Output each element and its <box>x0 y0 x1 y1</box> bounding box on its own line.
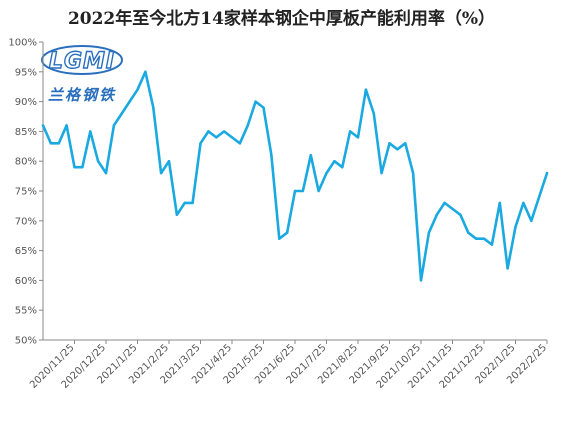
logo-sub-text: 兰格钢铁 <box>48 86 116 104</box>
data-point <box>514 225 517 228</box>
data-point <box>120 112 123 115</box>
data-point <box>104 171 108 175</box>
data-point <box>215 136 218 139</box>
data-point <box>467 231 470 234</box>
data-point <box>333 160 336 163</box>
data-point <box>183 201 186 205</box>
data-point <box>81 165 84 169</box>
logo-ring <box>41 45 123 75</box>
data-point <box>356 136 360 139</box>
data-point <box>293 189 297 193</box>
data-point <box>537 195 541 199</box>
y-tick-label: 65% <box>15 246 37 257</box>
x-axis-ticks: 2020/11/252020/12/252021/1/252021/2/2520… <box>28 340 549 391</box>
series-line <box>41 70 549 282</box>
data-point <box>65 124 68 127</box>
data-point <box>309 154 312 157</box>
data-point <box>254 100 257 103</box>
data-point <box>325 171 328 175</box>
data-point <box>498 201 501 205</box>
data-point <box>364 88 368 91</box>
data-point <box>159 171 163 175</box>
data-point <box>396 148 399 151</box>
data-point <box>222 130 226 133</box>
lgmi-logo: LGMI 兰格钢铁 <box>41 45 123 104</box>
data-point <box>451 207 454 211</box>
data-point <box>341 165 344 169</box>
data-point <box>388 142 391 145</box>
y-tick-label: 85% <box>15 127 37 138</box>
data-point <box>238 142 242 145</box>
data-point <box>230 136 234 139</box>
data-point <box>404 142 407 145</box>
data-point <box>270 154 273 157</box>
data-point <box>167 160 171 163</box>
y-tick-label: 90% <box>15 97 37 108</box>
data-point <box>112 124 116 127</box>
y-tick-label: 95% <box>15 67 37 78</box>
data-point <box>57 142 60 145</box>
data-point <box>73 165 76 169</box>
y-tick-label: 60% <box>15 276 37 287</box>
y-tick-label: 50% <box>15 336 37 347</box>
data-point <box>474 237 478 240</box>
data-point <box>175 213 179 217</box>
data-point <box>41 124 45 127</box>
data-point <box>152 106 155 109</box>
data-point <box>490 243 494 246</box>
data-point <box>262 106 265 109</box>
data-point <box>207 130 210 133</box>
data-point <box>459 213 462 217</box>
y-tick-label: 75% <box>15 187 37 198</box>
data-point <box>506 267 509 270</box>
data-point <box>128 100 131 103</box>
y-tick-label: 55% <box>15 306 37 317</box>
data-point <box>372 112 375 115</box>
y-tick-label: 80% <box>15 157 37 168</box>
data-point <box>199 142 202 145</box>
series-group <box>41 70 549 282</box>
data-point <box>136 88 139 91</box>
data-point <box>411 171 415 175</box>
data-point <box>301 189 305 193</box>
data-point <box>285 231 289 234</box>
data-point <box>96 160 100 163</box>
data-point <box>49 142 53 145</box>
data-point <box>278 237 281 240</box>
data-point <box>380 171 383 175</box>
data-point <box>246 124 249 127</box>
data-point <box>530 219 533 222</box>
data-point <box>89 130 92 133</box>
y-axis-ticks: 50% 55% 60% 65% 70% 75% 80% 85% 90% 95% 100% <box>8 38 43 347</box>
logo-main-text: LGMI <box>49 49 115 74</box>
data-point <box>348 130 352 133</box>
data-point <box>435 213 438 217</box>
data-point <box>427 231 431 234</box>
data-point <box>545 171 549 175</box>
y-tick-label: 70% <box>15 216 37 227</box>
data-point <box>191 201 194 205</box>
y-tick-label: 100% <box>8 38 37 49</box>
data-point <box>522 201 525 205</box>
data-point <box>144 70 147 74</box>
chart-title: 2022年至今北方14家样本钢企中厚板产能利用率（%） <box>67 9 496 29</box>
data-point <box>443 201 446 205</box>
data-point <box>482 237 486 240</box>
data-point <box>419 279 423 282</box>
data-point <box>317 189 320 193</box>
